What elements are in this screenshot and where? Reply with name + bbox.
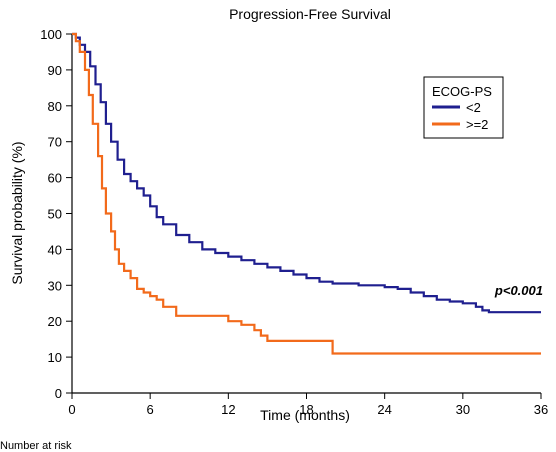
x-axis-label: Time (months) bbox=[260, 407, 350, 423]
series-line-lt2 bbox=[72, 32, 541, 314]
y-tick-label: 30 bbox=[48, 278, 62, 293]
series-layer bbox=[72, 32, 541, 355]
axes: 0 10 20 30 40 50 60 70 80 90 100 0 6 12 18 24 30 36 bbox=[40, 27, 548, 417]
x-tick-label: 0 bbox=[68, 402, 75, 417]
y-tick-label: 70 bbox=[48, 135, 62, 150]
legend: ECOG-PS <2 >=2 bbox=[423, 76, 504, 139]
legend-title: ECOG-PS bbox=[432, 84, 492, 99]
number-at-risk-label: Number at risk bbox=[0, 440, 72, 452]
x-tick-label: 36 bbox=[534, 402, 548, 417]
y-tick-label: 80 bbox=[48, 99, 62, 114]
p-value-annotation: p<0.001 bbox=[494, 283, 543, 298]
y-tick-label: 50 bbox=[48, 207, 62, 222]
series-line-ge2 bbox=[72, 32, 541, 355]
y-tick-label: 0 bbox=[55, 386, 62, 401]
y-tick-label: 90 bbox=[48, 63, 62, 78]
x-tick-label: 12 bbox=[221, 402, 235, 417]
x-tick-label: 6 bbox=[147, 402, 154, 417]
y-tick-label: 60 bbox=[48, 171, 62, 186]
x-tick-label: 30 bbox=[456, 402, 470, 417]
y-tick-label: 20 bbox=[48, 314, 62, 329]
y-tick-label: 40 bbox=[48, 242, 62, 257]
y-tick-label: 100 bbox=[40, 27, 62, 42]
legend-label-lt2: <2 bbox=[466, 100, 481, 115]
chart-title: Progression-Free Survival bbox=[229, 6, 391, 22]
y-axis-label: Survival probability (%) bbox=[9, 141, 25, 284]
y-tick-label: 10 bbox=[48, 350, 62, 365]
x-tick-label: 18 bbox=[299, 402, 313, 417]
legend-label-ge2: >=2 bbox=[466, 117, 488, 132]
x-tick-label: 24 bbox=[377, 402, 391, 417]
